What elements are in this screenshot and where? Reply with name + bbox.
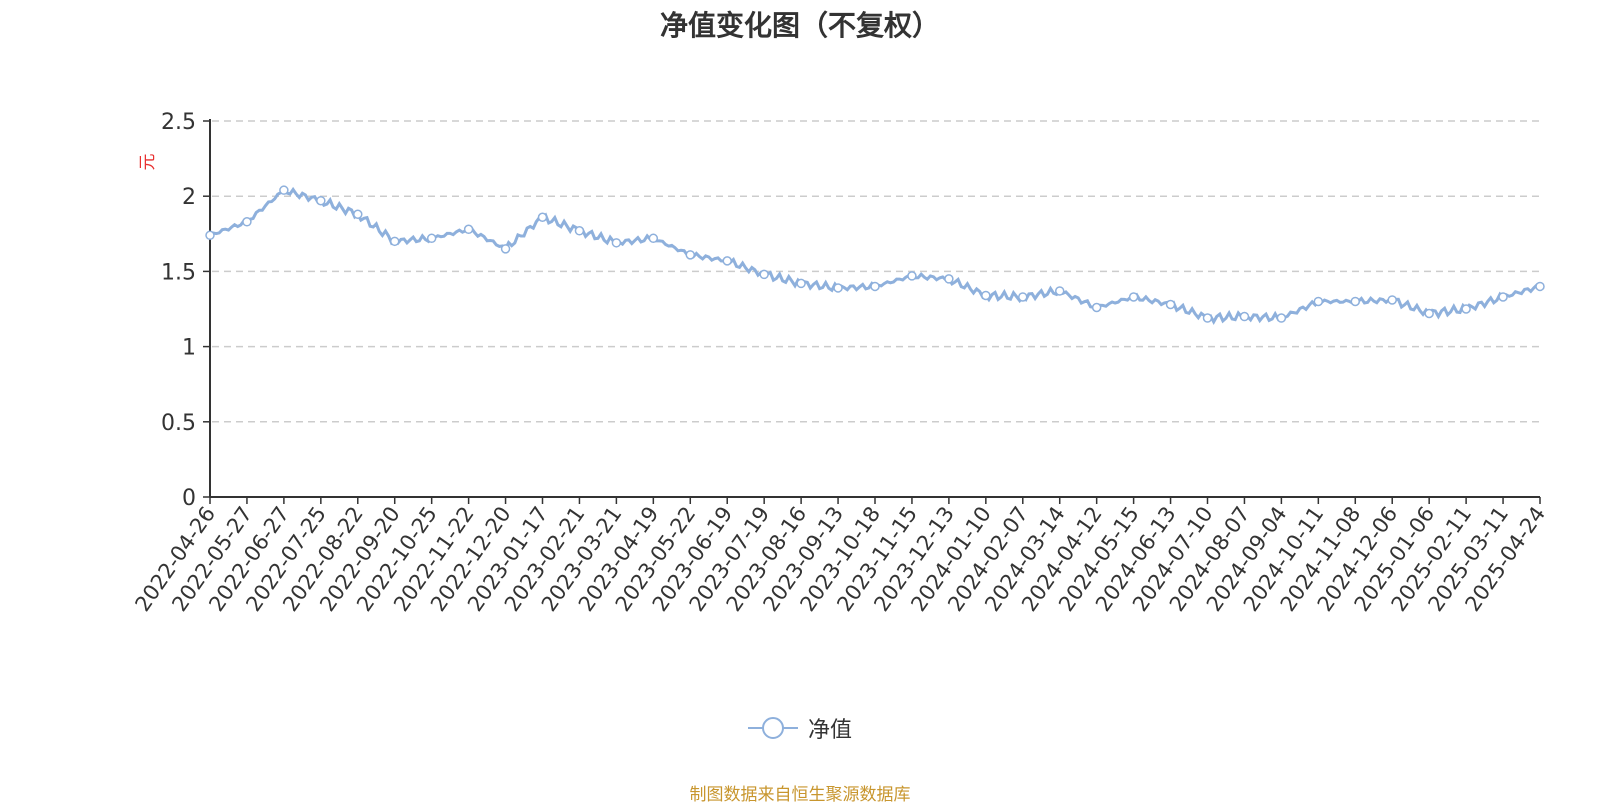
data-point: [685, 250, 696, 260]
y-tick-label: 0.5: [161, 411, 196, 436]
data-point: [389, 236, 400, 247]
circle-line-marker-icon: [747, 717, 798, 739]
y-tick-label: 1: [182, 336, 196, 361]
data-point: [1239, 311, 1250, 322]
data-point: [463, 224, 474, 235]
data-point: [353, 209, 363, 219]
data-point: [759, 269, 769, 280]
data-point: [833, 283, 843, 293]
chart-title: 净值变化图（不复权）: [659, 9, 940, 42]
data-point: [1387, 295, 1397, 305]
data-point: [648, 233, 659, 244]
data-point: [279, 185, 289, 195]
data-point: [1018, 292, 1028, 302]
data-point: [1461, 304, 1471, 314]
data-point: [205, 230, 215, 241]
data-point: [1276, 313, 1287, 323]
y-tick-label: 0: [182, 486, 196, 511]
data-point: [907, 271, 917, 281]
data-point: [1535, 281, 1545, 292]
data-point: [1498, 292, 1508, 302]
data-point: [574, 226, 585, 236]
data-point: [870, 281, 880, 292]
grid-lines: [212, 120, 1540, 423]
data-point: [1128, 292, 1139, 302]
data-point: [537, 212, 548, 223]
data-point: [981, 290, 991, 301]
y-tick-label: 2.5: [161, 110, 196, 135]
data-point: [1424, 308, 1434, 319]
x-tick-labels: 2022-04-262022-05-272022-06-272022-07-25…: [130, 502, 1550, 616]
series-line-净值: [209, 186, 1541, 326]
y-tick-labels: 0 0.5 1 1.5 2 2.5: [161, 110, 196, 511]
y-tick-label: 1.5: [161, 260, 196, 285]
data-point: [500, 244, 511, 254]
data-point: [1202, 313, 1213, 323]
data-point: [426, 233, 437, 244]
data-point: [242, 217, 252, 227]
data-point: [1350, 296, 1361, 307]
data-point: [1091, 302, 1102, 313]
data-point: [796, 278, 806, 289]
y-axis-label: 元: [138, 154, 158, 171]
data-point: [1313, 296, 1324, 307]
data-point: [316, 195, 326, 206]
data-point: [944, 274, 954, 284]
legend[interactable]: 净值: [0, 712, 1600, 746]
legend-label: 净值: [807, 718, 852, 743]
data-point: [611, 238, 622, 248]
data-point: [722, 256, 732, 266]
data-point: [1165, 299, 1176, 310]
data-point: [1054, 286, 1065, 296]
source-note: 制图数据来自恒生聚源数据库: [689, 785, 911, 805]
series-points: [205, 185, 1545, 323]
y-tick-label: 2: [182, 185, 196, 210]
axes: [203, 119, 1541, 504]
